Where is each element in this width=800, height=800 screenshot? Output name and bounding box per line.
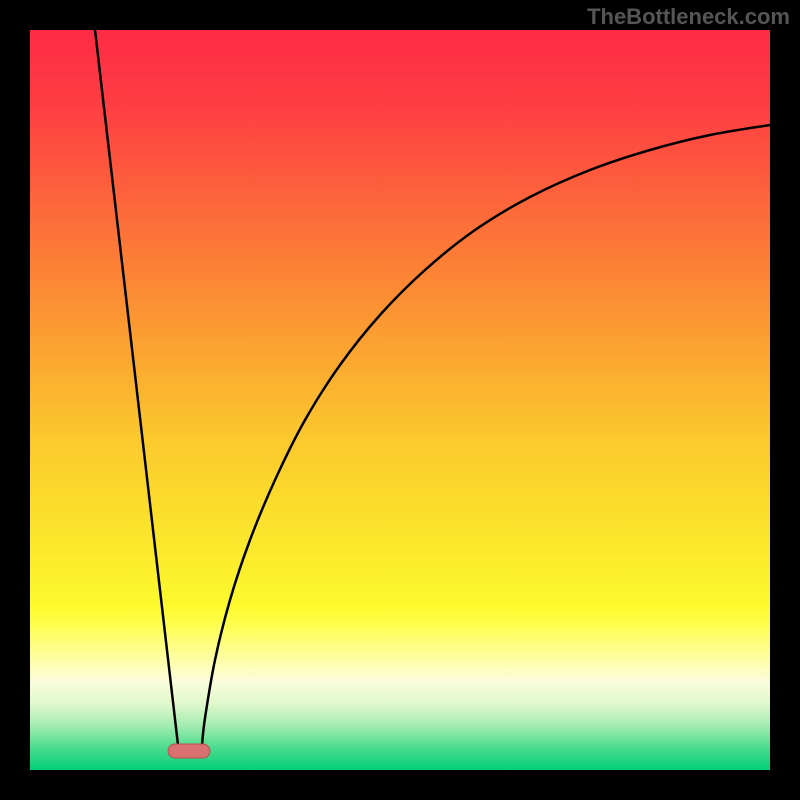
bottleneck-chart bbox=[0, 0, 800, 800]
bottleneck-marker bbox=[168, 744, 210, 758]
watermark-text: TheBottleneck.com bbox=[587, 4, 790, 30]
chart-container: { "watermark": { "text": "TheBottleneck.… bbox=[0, 0, 800, 800]
plot-area bbox=[30, 30, 770, 770]
